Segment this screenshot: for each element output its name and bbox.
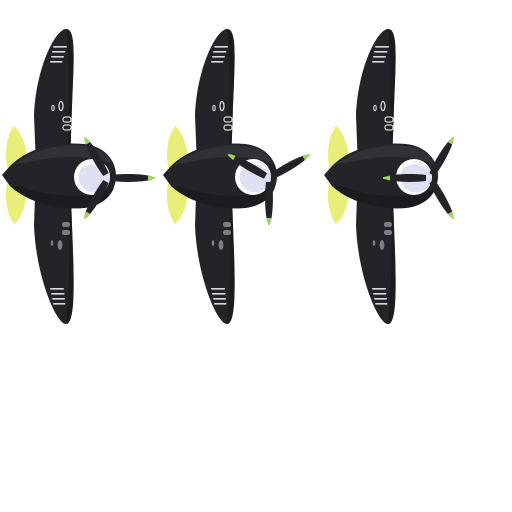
wing-markings-bottom (211, 288, 227, 305)
wing-vent (62, 124, 72, 131)
wing-markings-top (50, 46, 67, 63)
blade-body (429, 179, 454, 217)
blade-tip (148, 175, 155, 181)
wing-hatch (212, 104, 216, 112)
wing-stripe (372, 288, 386, 290)
blade-body (429, 139, 454, 177)
wing-stripe (51, 293, 65, 295)
wing-stripe (373, 56, 386, 58)
plane-svg (2, 29, 155, 324)
propeller-blade (227, 153, 268, 179)
blade-body (265, 182, 273, 222)
wing-stripe (214, 46, 228, 48)
wing-vent-lower (223, 222, 231, 227)
propeller-blade (265, 182, 273, 225)
propeller-blade (383, 174, 426, 182)
wing-stripe (213, 51, 227, 53)
blade-tip (447, 211, 455, 220)
blade-body (84, 179, 109, 217)
wing-stripe (50, 288, 64, 290)
wing-stripe (53, 303, 66, 305)
wing-stripe (374, 51, 388, 53)
wing-vent (384, 124, 394, 131)
propeller-blade (112, 174, 155, 182)
blade-tip (383, 175, 390, 181)
wing-stripe (50, 61, 63, 63)
wing-vent-lower (223, 230, 231, 235)
wing-markings-bottom (372, 288, 388, 305)
wing-spot (50, 240, 54, 246)
blade-body (270, 154, 308, 179)
wing-stripe (211, 61, 224, 63)
fuselage-highlight (336, 145, 434, 164)
wing-stripe (375, 46, 389, 48)
blade-tip (266, 218, 272, 225)
plane-sprite-frame-1 (0, 26, 162, 326)
wing-markings-top (372, 46, 389, 63)
fuselage-shadow (171, 186, 275, 209)
blade-tip (83, 136, 91, 145)
wing-spot (372, 240, 376, 246)
wing-stripe (212, 56, 225, 58)
wing-stripe (51, 56, 64, 58)
propeller-blade (429, 136, 455, 177)
propeller-blade (83, 179, 109, 220)
blade-body (386, 174, 426, 182)
propeller (227, 153, 311, 225)
propeller-blade (429, 179, 455, 220)
wing-hatch (219, 100, 225, 112)
wing-stripe (212, 293, 226, 295)
propeller-blade (83, 136, 109, 177)
plane-sprite-frame-2 (161, 26, 323, 326)
blade-tip (227, 153, 236, 161)
wing-vent (223, 116, 233, 123)
plane-svg (324, 29, 455, 324)
wing-stripe (375, 303, 388, 305)
blade-body (230, 154, 268, 179)
blade-tip (302, 153, 311, 161)
wing-vent-lower (384, 230, 392, 235)
wing-hatch (58, 100, 64, 112)
fuselage-shadow (10, 186, 114, 209)
wing-vent (62, 116, 72, 123)
blade-tip (447, 136, 455, 145)
wing-stripe (211, 288, 225, 290)
propeller (383, 136, 455, 220)
wing-hatch (373, 104, 377, 112)
fuselage-highlight (175, 145, 273, 164)
wing-stripe (372, 61, 385, 63)
blade-body (112, 174, 152, 182)
wing-stripe (374, 298, 387, 300)
wing-stripe (373, 293, 387, 295)
wing-stripe (213, 298, 226, 300)
fuselage-shadow (332, 186, 436, 209)
blade-body (84, 139, 109, 177)
propeller-blade (270, 153, 311, 179)
wing-stripe (214, 303, 227, 305)
cockpit-glare (404, 162, 428, 170)
wing-stripe (52, 51, 66, 53)
wing-vent-lower (62, 230, 70, 235)
wing-vent-lower (384, 222, 392, 227)
wing-spot (379, 240, 385, 250)
wing-vent (384, 116, 394, 123)
wing-hatch (380, 100, 386, 112)
wing-hatch (51, 104, 55, 112)
wing-stripe (53, 46, 67, 48)
fuselage-highlight (14, 145, 112, 164)
wing-spot (218, 240, 224, 250)
propeller (83, 136, 155, 220)
wing-markings-bottom (50, 288, 66, 305)
blade-tip (83, 211, 91, 220)
wing-markings-top (211, 46, 228, 63)
wing-vent (223, 124, 233, 131)
plane-svg (163, 29, 311, 324)
wing-spot (211, 240, 215, 246)
plane-sprite-frame-3 (322, 26, 484, 326)
wing-stripe (52, 298, 65, 300)
wing-vent-lower (62, 222, 70, 227)
wing-spot (57, 240, 63, 250)
